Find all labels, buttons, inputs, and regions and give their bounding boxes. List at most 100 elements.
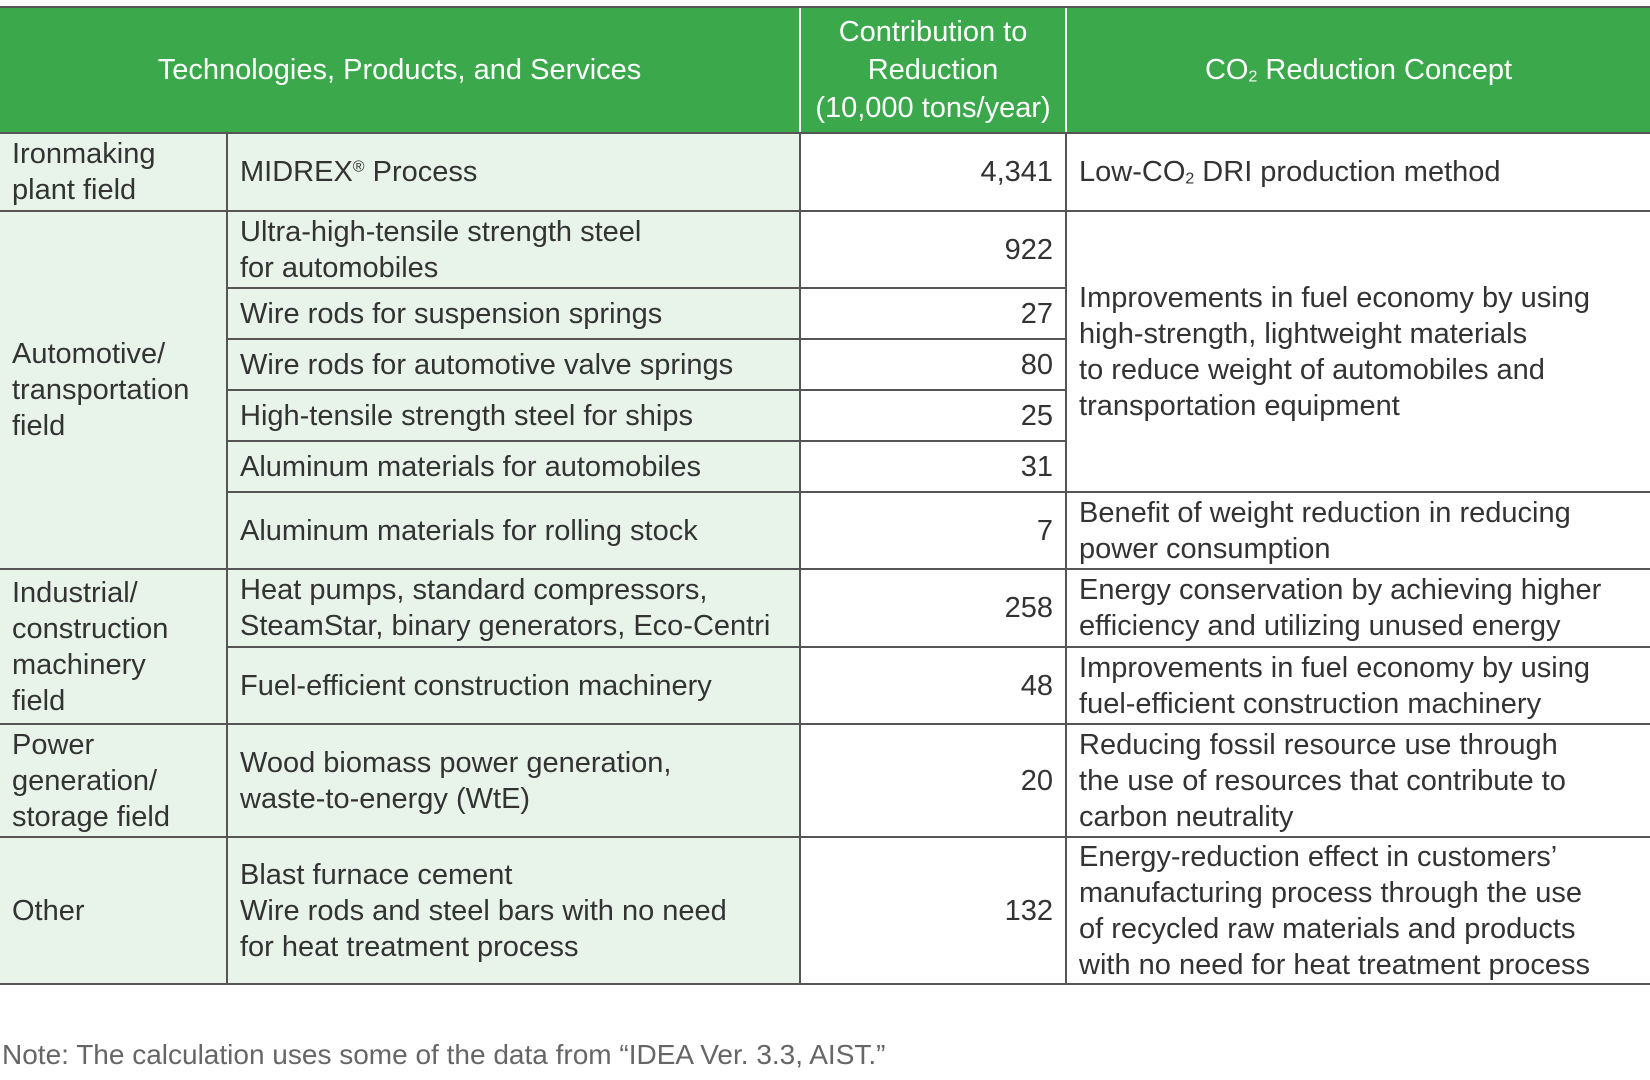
- header-concept: CO2 Reduction Concept: [1065, 6, 1650, 134]
- table-row: Wire rods for automotive valve springs 8…: [0, 338, 1650, 391]
- value-cell: 48: [799, 646, 1068, 725]
- product-line: Ultra-high-tensile strength steel: [240, 215, 642, 248]
- product-name: MIDREX: [240, 156, 353, 188]
- concept-line: Energy conservation by achieving higher: [1079, 574, 1602, 606]
- value-cell: 4,341: [799, 132, 1068, 212]
- field-label-line: plant field: [12, 174, 137, 206]
- field-cell-power: Power generation/ storage field: [0, 723, 228, 838]
- concept-cell: Low-CO2 DRI production method: [1065, 132, 1650, 212]
- product-line: waste-to-energy (WtE): [240, 782, 531, 815]
- value-cell: 7: [799, 491, 1068, 570]
- value-cell: 20: [799, 723, 1068, 838]
- field-cell-industrial: Industrial/ construction machinery field: [0, 568, 228, 725]
- concept-line: with no need for heat treatment process: [1079, 948, 1591, 981]
- concept-sub: 2: [1185, 170, 1195, 188]
- product-line: Blast furnace cement: [240, 858, 513, 891]
- co2-reduction-table: Technologies, Products, and Services Con…: [0, 6, 1650, 985]
- concept-line: carbon neutrality: [1079, 800, 1294, 833]
- field-label-line: transportation: [12, 374, 190, 406]
- concept-line: fuel-efficient construction machinery: [1079, 687, 1542, 720]
- value-cell: 922: [799, 210, 1068, 289]
- product-cell: Wood biomass power generation, waste-to-…: [225, 723, 802, 838]
- product-line: Wood biomass power generation,: [240, 746, 672, 779]
- concept-line: transportation equipment: [1079, 389, 1400, 422]
- table-row: Automotive/ transportation field Ultra-h…: [0, 210, 1650, 570]
- product-line: for automobiles: [240, 251, 439, 284]
- concept-line: Reducing fossil resource use through: [1079, 728, 1558, 761]
- value-cell: 80: [799, 338, 1067, 391]
- table-row: Ironmaking plant field MIDREX® Process 4…: [0, 132, 1650, 212]
- concept-line: to reduce weight of automobiles and: [1079, 353, 1545, 386]
- concept-cell: Energy-reduction effect in customers’ ma…: [1065, 836, 1650, 985]
- concept-cell: Improvements in fuel economy by using fu…: [1065, 646, 1650, 725]
- table-row: Aluminum materials for rolling stock 7 B…: [0, 491, 1650, 570]
- table-row: Power generation/ storage field Wood bio…: [0, 723, 1650, 838]
- header-concept-co: CO: [1204, 54, 1249, 86]
- header-contribution-line: Reduction: [867, 54, 999, 86]
- concept-line: efficiency and utilizing unused energy: [1079, 610, 1561, 642]
- field-label-line: machinery: [12, 648, 146, 681]
- concept-line: Energy-reduction effect in customers’: [1079, 840, 1558, 873]
- concept-line: Improvements in fuel economy by using: [1079, 651, 1590, 684]
- value-cell: 132: [799, 836, 1068, 985]
- product-line: Wire rods and steel bars with no need: [240, 894, 727, 927]
- value-cell: 31: [799, 440, 1067, 493]
- concept-line: Improvements in fuel economy by using: [1079, 281, 1590, 314]
- header-contribution-line: Contribution to: [838, 16, 1028, 48]
- header-technologies: Technologies, Products, and Services: [0, 6, 801, 134]
- concept-line: manufacturing process through the use: [1079, 876, 1582, 909]
- field-label-line: field: [12, 410, 66, 442]
- field-label-line: field: [12, 684, 66, 717]
- table-row: Other Blast furnace cement Wire rods and…: [0, 836, 1650, 985]
- concept-pre: Low-CO: [1079, 156, 1186, 188]
- concept-post: DRI production method: [1194, 156, 1501, 188]
- product-cell: Heat pumps, standard compressors, SteamS…: [225, 568, 802, 648]
- value-cell: 25: [799, 389, 1067, 442]
- registered-mark: ®: [352, 158, 365, 176]
- header-concept-rest: Reduction Concept: [1257, 54, 1513, 86]
- field-label-line: Automotive/: [12, 338, 166, 370]
- concept-cell: Benefit of weight reduction in reducing …: [1065, 491, 1650, 570]
- field-label-line: storage field: [12, 800, 170, 833]
- concept-line: the use of resources that contribute to: [1079, 764, 1566, 797]
- concept-cell: Reducing fossil resource use through the…: [1065, 723, 1650, 838]
- table-row: Industrial/ construction machinery field…: [0, 568, 1650, 725]
- product-cell: High-tensile strength steel for ships: [227, 389, 802, 442]
- product-cell: Wire rods for automotive valve springs: [227, 338, 802, 391]
- footnote: Note: The calculation uses some of the d…: [2, 1039, 886, 1070]
- product-cell: MIDREX® Process: [225, 132, 802, 212]
- header-row: Technologies, Products, and Services Con…: [0, 6, 1650, 134]
- concept-line: Benefit of weight reduction in reducing: [1079, 496, 1571, 529]
- concept-line: high-strength, lightweight materials: [1079, 317, 1528, 350]
- field-label-line: generation/: [12, 764, 158, 797]
- field-cell-other: Other: [0, 836, 228, 985]
- value-cell: 258: [799, 568, 1068, 648]
- field-cell-automotive: Automotive/ transportation field: [0, 210, 228, 570]
- concept-cell: Energy conservation by achieving higher …: [1065, 568, 1650, 648]
- product-cell: Fuel-efficient construction machinery: [227, 646, 802, 725]
- product-line: SteamStar, binary generators, Eco-Centri: [240, 610, 771, 642]
- concept-line: power consumption: [1079, 532, 1331, 565]
- table-row: High-tensile strength steel for ships 25: [0, 389, 1650, 442]
- product-cell: Aluminum materials for rolling stock: [227, 491, 802, 570]
- value-cell: 27: [799, 287, 1067, 340]
- field-label-line: Industrial/: [12, 576, 138, 609]
- table-row: Fuel-efficient construction machinery 48…: [0, 646, 1650, 725]
- product-suffix: Process: [364, 156, 478, 188]
- product-cell: Wire rods for suspension springs: [227, 287, 802, 340]
- product-line: for heat treatment process: [240, 930, 579, 963]
- product-cell: Blast furnace cement Wire rods and steel…: [225, 836, 802, 985]
- concept-line: of recycled raw materials and products: [1079, 912, 1576, 945]
- field-cell-ironmaking: Ironmaking plant field: [0, 132, 228, 212]
- header-concept-sub: 2: [1248, 68, 1258, 86]
- field-label-line: Power: [12, 728, 95, 761]
- field-label-line: Ironmaking: [12, 138, 156, 170]
- concept-cell-shared: Improvements in fuel economy by using hi…: [1065, 210, 1650, 493]
- product-cell: Ultra-high-tensile strength steel for au…: [225, 210, 802, 289]
- product-cell: Aluminum materials for automobiles: [227, 440, 802, 493]
- table-row: Aluminum materials for automobiles 31: [0, 440, 1650, 493]
- field-label-line: construction: [12, 612, 169, 645]
- table-row: Wire rods for suspension springs 27: [0, 287, 1650, 340]
- header-contribution-line: (10,000 tons/year): [815, 92, 1051, 124]
